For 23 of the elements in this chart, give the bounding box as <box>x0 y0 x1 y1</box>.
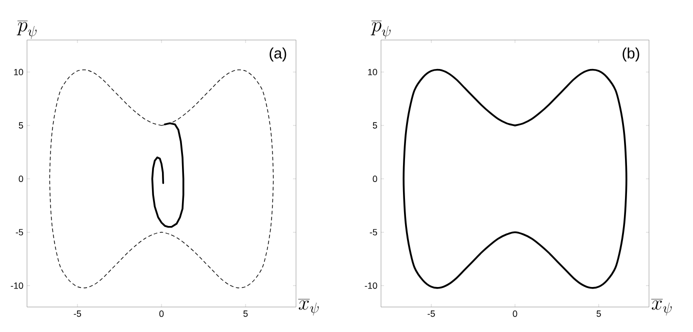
x-tick-label: -5 <box>428 310 435 317</box>
y-axis-title: $\overline{p}_{\psi}$ <box>16 20 37 39</box>
x-axis-title: $\overline{x}_{\psi}$ <box>298 299 319 316</box>
y-tick-label: 10 <box>368 68 378 76</box>
x-tick-label: 0 <box>512 310 518 317</box>
y-tick-label: 0 <box>18 176 24 182</box>
line-series <box>151 122 184 228</box>
x-tick-label: 0 <box>159 310 164 317</box>
y-tick-label: 5 <box>372 122 378 129</box>
y-tick-label: -10 <box>10 282 24 289</box>
y-tick-label: -5 <box>370 229 378 236</box>
y-tick-label: 0 <box>372 176 378 182</box>
y-tick-label: 10 <box>14 68 24 76</box>
y-tick-label: 5 <box>18 122 24 129</box>
y-tick-label: -10 <box>364 282 378 289</box>
annotation: (b) <box>622 48 640 62</box>
y-axis-title: $\overline{p}_{\psi}$ <box>370 20 391 39</box>
annotation: (a) <box>270 48 286 62</box>
x-tick-label: 5 <box>243 310 248 317</box>
x-axis-title: $\overline{x}_{\psi}$ <box>651 299 672 316</box>
y-tick-label: -5 <box>16 229 24 236</box>
x-tick-label: -5 <box>74 310 82 317</box>
x-tick-label: 5 <box>596 310 601 317</box>
